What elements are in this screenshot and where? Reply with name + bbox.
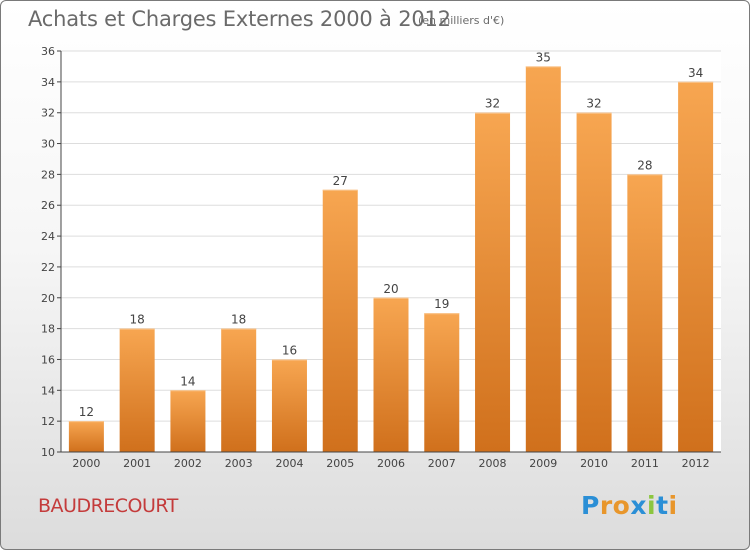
x-tick-label: 2001 bbox=[123, 457, 151, 470]
data-label: 18 bbox=[130, 313, 145, 327]
x-tick-label: 2004 bbox=[275, 457, 303, 470]
y-tick-label: 20 bbox=[41, 292, 55, 305]
data-label: 14 bbox=[180, 374, 195, 388]
y-tick-label: 36 bbox=[41, 45, 55, 58]
y-tick-label: 18 bbox=[41, 323, 55, 336]
bars: 12 18 14 18 16 27 20 19 32 35 32 28 34 bbox=[68, 50, 714, 453]
y-tick-label: 10 bbox=[41, 446, 55, 459]
bar-2000 bbox=[68, 421, 104, 452]
bar-2012 bbox=[678, 81, 714, 452]
logo-letter: o bbox=[612, 491, 631, 520]
y-tick-label: 16 bbox=[41, 353, 55, 366]
y-tick-label: 30 bbox=[41, 138, 55, 151]
axes: 10 12 14 16 18 20 22 24 26 28 30 32 34 36 2000 2001 2002… bbox=[41, 45, 721, 470]
x-tick-label: 2010 bbox=[580, 457, 608, 470]
x-tick-label: 2000 bbox=[72, 457, 100, 470]
logo-letter: i bbox=[668, 491, 678, 520]
bar-2007 bbox=[424, 313, 460, 452]
x-tick-label: 2011 bbox=[631, 457, 659, 470]
x-tick-label: 2002 bbox=[174, 457, 202, 470]
logo-letter: t bbox=[656, 491, 669, 520]
logo-letter: i bbox=[647, 491, 657, 520]
proxiti-logo: Proxiti bbox=[581, 491, 678, 520]
data-label: 18 bbox=[231, 313, 246, 327]
y-tick-label: 28 bbox=[41, 168, 55, 181]
bar-2006 bbox=[373, 297, 409, 452]
y-tick-label: 12 bbox=[41, 415, 55, 428]
bar-2011 bbox=[627, 174, 663, 452]
data-label: 19 bbox=[434, 297, 449, 311]
data-label: 32 bbox=[485, 97, 500, 111]
bar-2003 bbox=[221, 328, 257, 452]
logo-letter: P bbox=[581, 491, 600, 520]
x-tick-label: 2007 bbox=[428, 457, 456, 470]
data-label: 16 bbox=[282, 343, 297, 357]
commune-name: BAUDRECOURT bbox=[38, 495, 178, 517]
y-tick-label: 32 bbox=[41, 107, 55, 120]
y-tick-label: 14 bbox=[41, 384, 55, 397]
data-label: 12 bbox=[79, 405, 94, 419]
x-tick-label: 2008 bbox=[479, 457, 507, 470]
logo-letter: x bbox=[630, 491, 647, 520]
data-label: 35 bbox=[536, 50, 551, 64]
x-tick-label: 2012 bbox=[682, 457, 710, 470]
bar-2009 bbox=[525, 66, 561, 452]
x-tick-label: 2006 bbox=[377, 457, 405, 470]
y-tick-label: 26 bbox=[41, 199, 55, 212]
bar-2004 bbox=[271, 359, 307, 452]
y-tick-label: 34 bbox=[41, 76, 55, 89]
data-label: 32 bbox=[586, 97, 601, 111]
bar-2001 bbox=[119, 328, 155, 452]
chart-subtitle: (en milliers d'€) bbox=[418, 14, 505, 27]
bar-2010 bbox=[576, 112, 612, 452]
data-label: 28 bbox=[637, 158, 652, 172]
bar-2005 bbox=[322, 189, 358, 453]
data-label: 34 bbox=[688, 66, 703, 80]
bar-2008 bbox=[475, 112, 511, 452]
y-tick-label: 22 bbox=[41, 261, 55, 274]
y-tick-label: 24 bbox=[41, 230, 55, 243]
x-tick-label: 2009 bbox=[529, 457, 557, 470]
bar-2002 bbox=[170, 390, 206, 452]
data-label: 20 bbox=[383, 282, 398, 296]
data-label: 27 bbox=[333, 174, 348, 188]
logo-letter: r bbox=[599, 491, 613, 520]
x-tick-label: 2005 bbox=[326, 457, 354, 470]
x-tick-label: 2003 bbox=[225, 457, 253, 470]
chart-title: Achats et Charges Externes 2000 à 2012 bbox=[28, 7, 451, 31]
